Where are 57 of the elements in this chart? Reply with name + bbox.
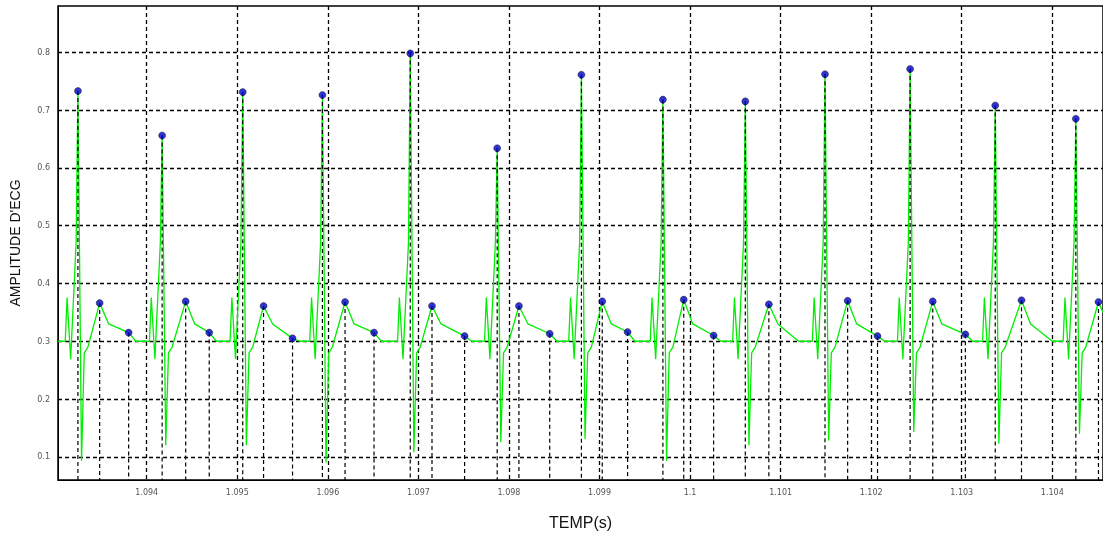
y-tick-label: 0.2 (37, 394, 50, 404)
point (961, 330, 970, 339)
point (929, 297, 937, 306)
y-axis-title: AMPLITUDE D'ECG (7, 179, 23, 307)
point (991, 101, 999, 110)
y-tick-label: 0.3 (37, 336, 50, 346)
point (341, 298, 349, 306)
point (406, 49, 415, 58)
y-tick-label: 0.7 (37, 105, 50, 115)
point (659, 95, 667, 104)
point (843, 297, 852, 305)
x-tick-label: 1.102 (859, 487, 883, 497)
x-tick-label: 1.097 (406, 487, 430, 497)
point (95, 299, 104, 307)
x-tick-label: 1.103 (950, 487, 974, 497)
x-tick-label: 1.095 (225, 487, 249, 497)
point (124, 328, 133, 337)
point (288, 334, 297, 343)
x-tick-label: 1.098 (497, 487, 521, 497)
point (623, 328, 632, 336)
point (318, 91, 327, 99)
point (370, 328, 378, 337)
point (1072, 114, 1080, 123)
point (598, 297, 606, 306)
x-tick-label: 1.101 (769, 487, 793, 497)
y-tick-label: 0.1 (37, 452, 50, 462)
x-axis-title: TEMP(s) (548, 513, 613, 531)
y-tick-label: 0.8 (37, 47, 50, 57)
x-tick-label: 1.1 (683, 487, 697, 497)
point (205, 328, 213, 337)
point (709, 331, 718, 340)
point (906, 65, 914, 73)
point (158, 131, 166, 140)
y-tick-label: 0.5 (37, 221, 50, 231)
point (873, 332, 882, 340)
point (181, 297, 190, 306)
point (515, 302, 523, 310)
point (1017, 296, 1026, 304)
point (741, 97, 750, 106)
point (460, 332, 469, 340)
point (259, 302, 268, 310)
point (765, 300, 773, 309)
point (545, 330, 554, 338)
point (238, 88, 247, 96)
point (428, 302, 436, 310)
point (679, 295, 688, 304)
x-tick-label: 1.096 (316, 487, 340, 497)
point (821, 70, 829, 78)
point (74, 87, 82, 95)
y-tick-label: 0.6 (37, 163, 50, 173)
x-tick-label: 1.104 (1040, 487, 1064, 497)
point (1094, 298, 1103, 306)
point (493, 144, 501, 152)
y-tick-label: 0.4 (37, 278, 50, 288)
point (577, 71, 586, 79)
x-tick-label: 1.099 (588, 487, 611, 497)
x-tick-label: 1.094 (135, 487, 159, 497)
